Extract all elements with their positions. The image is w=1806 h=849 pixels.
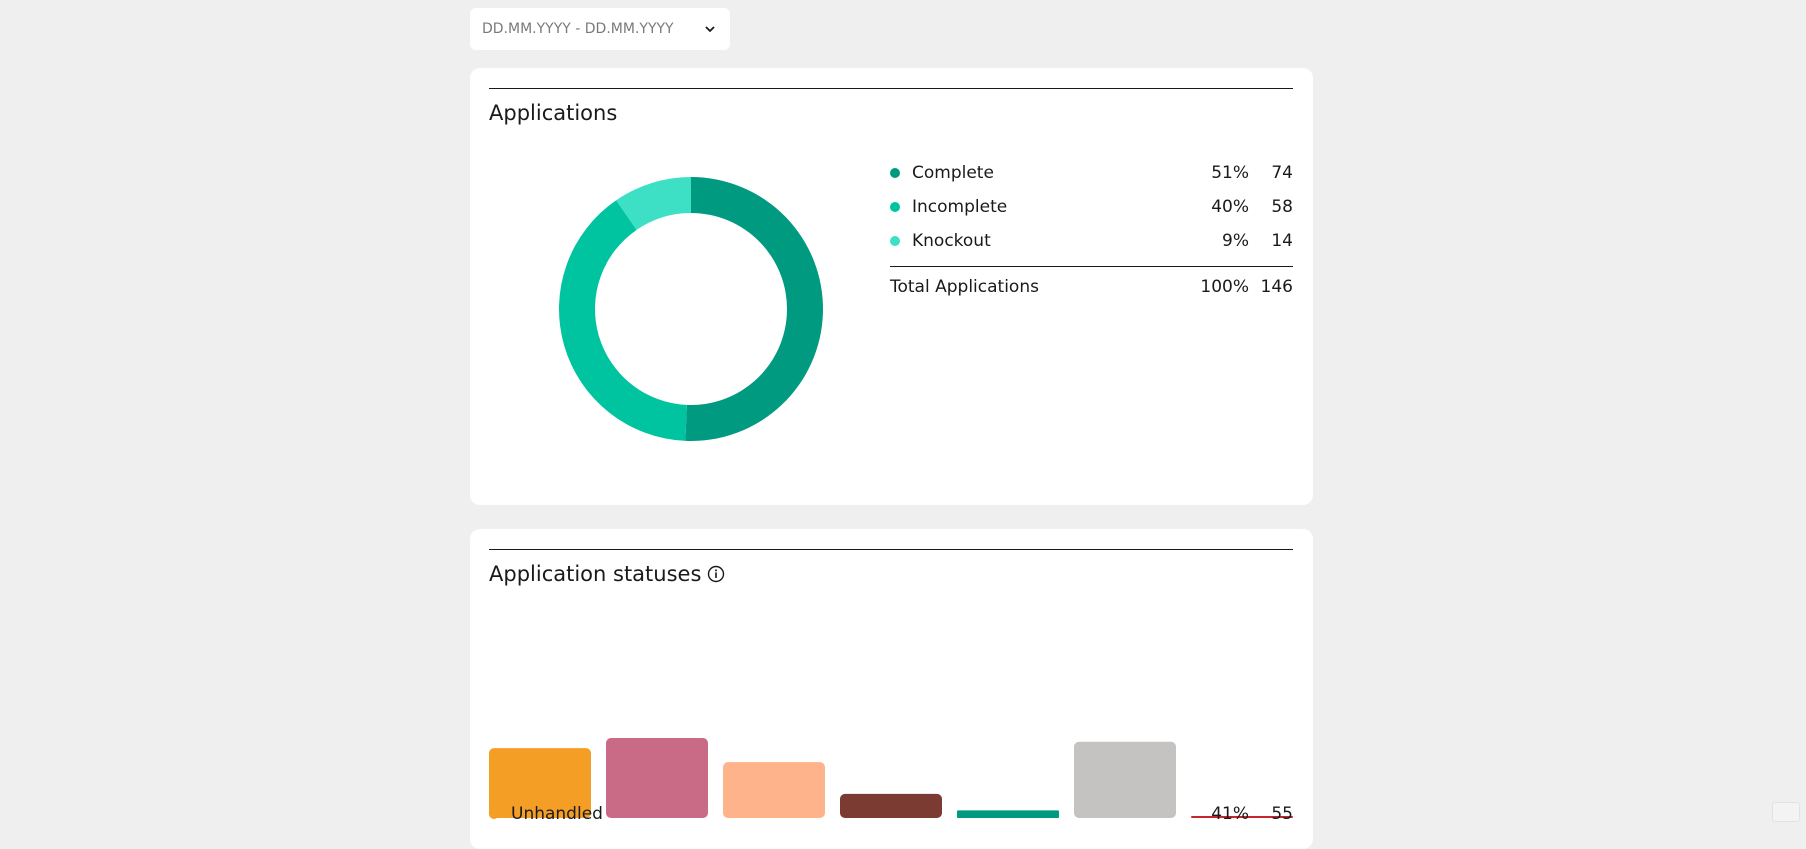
application-statuses-title: Application statuses	[489, 562, 1293, 586]
status-bar[interactable]	[489, 748, 591, 818]
application-statuses-title-text: Application statuses	[489, 562, 702, 586]
legend-dot	[890, 236, 900, 246]
legend-total: Total Applications 100% 146	[890, 273, 1293, 301]
legend-label: Complete	[912, 163, 994, 183]
legend-label: Incomplete	[912, 197, 1008, 217]
application-statuses-bar-chart	[489, 738, 1293, 818]
applications-title-text: Applications	[489, 101, 618, 125]
donut-slice-incomplete[interactable]	[559, 200, 687, 441]
legend-count: 58	[1271, 197, 1293, 217]
total-count: 146	[1260, 277, 1293, 297]
status-bar[interactable]	[840, 793, 942, 818]
status-bar[interactable]	[606, 738, 708, 818]
legend-label: Unhandled	[511, 804, 603, 824]
applications-title: Applications	[489, 101, 1293, 125]
card-divider	[489, 88, 1293, 89]
date-range-picker[interactable]: DD.MM.YYYY - DD.MM.YYYY	[470, 8, 730, 50]
status-bar[interactable]	[1191, 816, 1293, 818]
legend-item-complete: Complete 51% 74	[890, 156, 1293, 190]
legend-item-incomplete: Incomplete 40% 58	[890, 190, 1293, 224]
card-divider	[489, 549, 1293, 550]
status-bar[interactable]	[723, 762, 825, 818]
application-statuses-card: Application statuses Unhandled 41% 55	[470, 529, 1313, 849]
status-legend-item-unhandled: Unhandled 41% 55	[489, 797, 1293, 831]
total-label: Total Applications	[890, 277, 1039, 297]
date-range-placeholder: DD.MM.YYYY - DD.MM.YYYY	[482, 21, 674, 37]
window-corner-widget	[1772, 802, 1800, 822]
legend-count: 55	[1271, 804, 1293, 824]
status-bar[interactable]	[957, 810, 1059, 818]
status-bar[interactable]	[1074, 741, 1176, 818]
legend-percent: 40%	[1211, 197, 1249, 217]
donut-slice-complete[interactable]	[685, 177, 823, 441]
info-icon[interactable]	[707, 565, 725, 583]
legend-dot	[890, 168, 900, 178]
legend-label: Knockout	[912, 231, 991, 251]
total-percent: 100%	[1200, 277, 1249, 297]
legend-dot	[890, 202, 900, 212]
applications-donut-chart	[559, 177, 823, 441]
legend-percent: 51%	[1211, 163, 1249, 183]
legend-percent: 41%	[1211, 804, 1249, 824]
chevron-down-icon	[705, 26, 715, 33]
legend-item-knockout: Knockout 9% 14	[890, 224, 1293, 258]
legend-percent: 9%	[1222, 231, 1249, 251]
applications-card: Applications Complete 51% 74 Incomplete …	[470, 68, 1313, 505]
legend-count: 14	[1271, 231, 1293, 251]
legend-count: 74	[1271, 163, 1293, 183]
donut-slice-knockout[interactable]	[616, 177, 691, 230]
legend-divider	[890, 266, 1293, 267]
legend-dot	[489, 809, 499, 819]
applications-legend: Complete 51% 74 Incomplete 40% 58 Knocko…	[890, 156, 1293, 301]
